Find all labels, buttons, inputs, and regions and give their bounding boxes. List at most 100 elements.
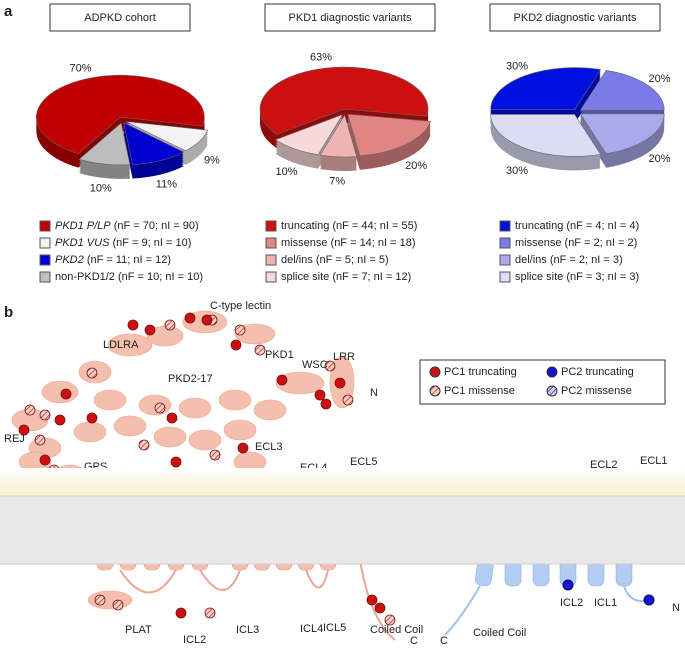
diagram-label: ICL2 bbox=[560, 597, 583, 609]
legend-name: PKD1 VUS bbox=[55, 237, 110, 249]
legend-entry: missense (nF = 2; nI = 2) bbox=[515, 237, 637, 249]
legend-swatch bbox=[546, 366, 558, 378]
slice bbox=[347, 113, 431, 157]
panel-label: a bbox=[4, 3, 13, 20]
legend-entry: PC1 truncating bbox=[444, 366, 517, 378]
domain bbox=[223, 419, 257, 441]
diagram-label: LRR bbox=[333, 351, 355, 363]
variant bbox=[166, 412, 178, 424]
legend-entry: PC2 truncating bbox=[561, 366, 634, 378]
variant bbox=[112, 599, 124, 611]
slice bbox=[490, 67, 602, 110]
chart-title: PKD2 diagnostic variants bbox=[514, 12, 637, 24]
variant bbox=[144, 324, 156, 336]
slice bbox=[36, 74, 205, 154]
variant bbox=[320, 398, 332, 410]
legend-entry: truncating (nF = 44; nI = 55) bbox=[281, 220, 417, 232]
slice bbox=[125, 121, 209, 152]
variant bbox=[184, 312, 196, 324]
legend-name: missense bbox=[281, 237, 327, 249]
diagram-label: ICL4 bbox=[300, 623, 323, 635]
variant bbox=[254, 344, 266, 356]
domain bbox=[87, 590, 133, 610]
legend-swatch bbox=[499, 237, 511, 249]
variant bbox=[24, 404, 36, 416]
diagram-label: ECL1 bbox=[640, 455, 668, 467]
variant bbox=[18, 424, 30, 436]
variant bbox=[54, 414, 66, 426]
legend-entry: del/ins (nF = 5; nI = 5) bbox=[281, 254, 389, 266]
legend-entry: del/ins (nF = 2; nI = 3) bbox=[515, 254, 623, 266]
panel-label: b bbox=[4, 304, 13, 321]
legend-name: del/ins bbox=[515, 254, 547, 266]
diagram-label: C-type lectin bbox=[210, 300, 271, 312]
legend-swatch bbox=[499, 254, 511, 266]
domain bbox=[113, 415, 147, 437]
diagram-label: REJ bbox=[4, 433, 25, 445]
diagram-label: N bbox=[672, 602, 680, 614]
variant bbox=[209, 449, 221, 461]
legend-swatch bbox=[265, 237, 277, 249]
variant bbox=[127, 319, 139, 331]
value-label: 11% bbox=[156, 178, 177, 190]
value-label: 7% bbox=[329, 176, 345, 188]
legend-name: missense bbox=[515, 237, 561, 249]
domain bbox=[138, 394, 172, 416]
legend-entry: non-PKD1/2 (nF = 10; nI = 10) bbox=[55, 271, 203, 283]
domain bbox=[275, 371, 325, 395]
slice bbox=[274, 113, 344, 155]
variant bbox=[154, 402, 166, 414]
legend-swatch bbox=[265, 220, 277, 232]
legend-entry: truncating (nF = 4; nI = 4) bbox=[515, 220, 639, 232]
variant bbox=[384, 614, 396, 626]
legend-swatch bbox=[39, 237, 51, 249]
slice bbox=[259, 66, 429, 135]
legend-name: PKD1 P/LP bbox=[55, 220, 111, 232]
legend-swatch bbox=[429, 366, 441, 378]
value-label: 30% bbox=[506, 61, 528, 73]
variant bbox=[342, 394, 354, 406]
value-label: 20% bbox=[649, 73, 671, 85]
variant bbox=[234, 324, 246, 336]
domain bbox=[107, 333, 153, 357]
value-label: 10% bbox=[90, 183, 112, 195]
value-label: 63% bbox=[310, 51, 332, 63]
variant bbox=[39, 409, 51, 421]
legend-entry: splice site (nF = 3; nI = 3) bbox=[515, 271, 639, 283]
legend-swatch bbox=[39, 271, 51, 283]
domain bbox=[253, 399, 287, 421]
legend-name: non-PKD1/2 bbox=[55, 271, 115, 283]
variant bbox=[374, 602, 386, 614]
legend-swatch bbox=[499, 271, 511, 283]
diagram-label: N bbox=[370, 387, 378, 399]
slice bbox=[319, 114, 358, 158]
legend-counts: (nF = 70; nI = 90) bbox=[114, 220, 199, 232]
diagram-label: PKD2-17 bbox=[168, 373, 213, 385]
legend-entry: missense (nF = 14; nI = 18) bbox=[281, 237, 416, 249]
variant bbox=[164, 319, 176, 331]
legend-counts: (nF = 9; nI = 10) bbox=[112, 237, 191, 249]
slice bbox=[78, 122, 131, 166]
legend-counts: (nF = 14; nI = 18) bbox=[331, 237, 416, 249]
legend-counts: (nF = 11; nI = 12) bbox=[87, 254, 171, 266]
legend-counts: (nF = 5; nI = 5) bbox=[316, 254, 389, 266]
variant bbox=[366, 594, 378, 606]
legend-swatch bbox=[39, 254, 51, 266]
slice bbox=[579, 113, 665, 155]
legend-name: truncating bbox=[515, 220, 563, 232]
variant bbox=[86, 367, 98, 379]
legend-swatch bbox=[499, 220, 511, 232]
legend-entry: PKD1 P/LP (nF = 70; nI = 90) bbox=[55, 220, 199, 232]
value-label: 10% bbox=[275, 166, 297, 178]
slice bbox=[123, 122, 185, 165]
variant bbox=[201, 314, 213, 326]
legend-name: truncating bbox=[281, 220, 329, 232]
legend-counts: (nF = 3; nI = 3) bbox=[566, 271, 639, 283]
glow bbox=[0, 468, 685, 496]
variant bbox=[39, 454, 51, 466]
value-label: 30% bbox=[506, 165, 528, 177]
legend-swatch bbox=[546, 385, 558, 397]
diagram-label: ICL3 bbox=[236, 624, 259, 636]
legend-counts: (nF = 44; nI = 55) bbox=[332, 220, 417, 232]
